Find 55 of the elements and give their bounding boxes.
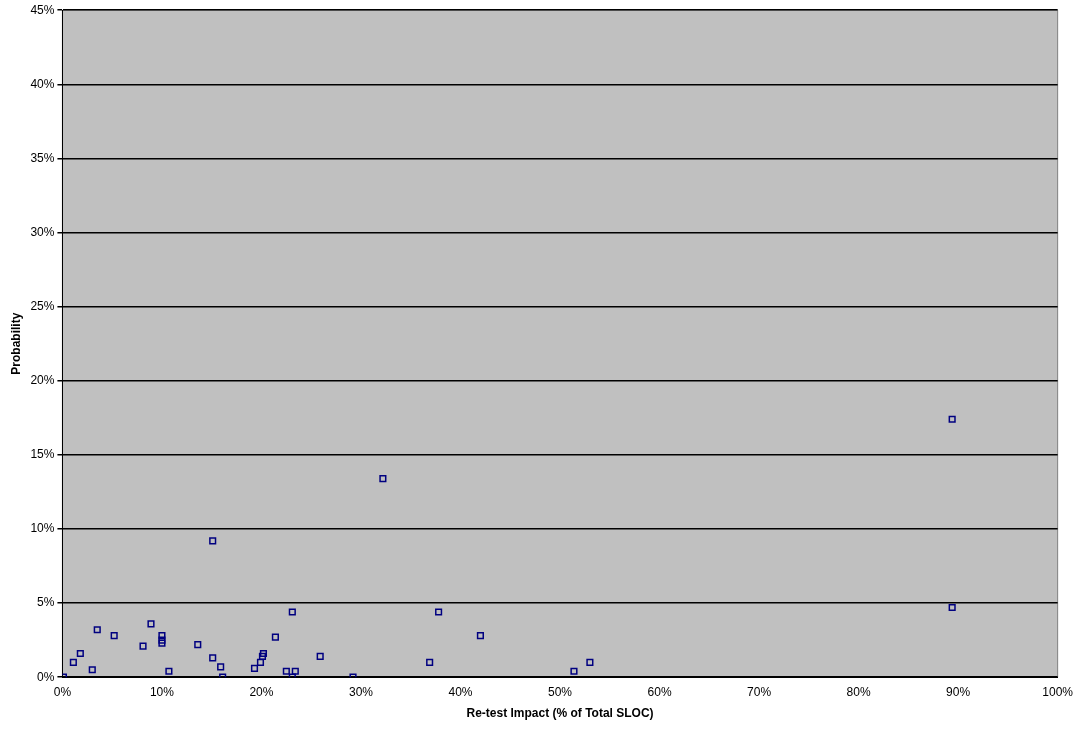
x-tick-label: 90% <box>946 684 971 699</box>
point <box>316 652 324 661</box>
y-tick-label: 45% <box>30 2 55 17</box>
point <box>570 667 578 675</box>
point <box>88 666 96 674</box>
point <box>426 658 434 666</box>
point <box>282 667 290 675</box>
y-tick-label: 10% <box>30 521 55 536</box>
point <box>259 649 268 658</box>
point <box>209 537 217 545</box>
x-tick-label: 20% <box>249 684 274 699</box>
point <box>948 415 956 423</box>
point <box>76 649 84 658</box>
point <box>586 658 594 666</box>
x-axis-title: Re-test Impact (% of Total SLOC) <box>466 706 654 721</box>
point <box>158 636 166 644</box>
point <box>209 654 217 662</box>
y-tick-label: 35% <box>30 150 55 165</box>
point <box>147 620 155 628</box>
point <box>158 632 166 640</box>
point <box>435 608 443 616</box>
point <box>379 475 387 483</box>
point <box>139 642 147 650</box>
point <box>288 608 296 616</box>
x-tick-label: 80% <box>846 684 871 699</box>
point <box>476 632 484 640</box>
point <box>271 633 279 641</box>
point <box>93 626 101 634</box>
point <box>165 667 173 675</box>
x-tick-label: 0% <box>53 684 72 699</box>
y-tick-label: 0% <box>37 669 55 684</box>
point <box>948 603 956 612</box>
point <box>217 663 225 671</box>
y-tick-label: 30% <box>30 224 55 239</box>
x-tick-label: 10% <box>149 684 175 699</box>
point <box>194 641 202 649</box>
y-tick-label: 20% <box>30 373 55 388</box>
point <box>256 658 265 666</box>
x-tick-label: 30% <box>348 684 374 699</box>
y-tick-label: 40% <box>30 76 55 91</box>
point <box>69 658 77 666</box>
point <box>291 667 299 675</box>
point <box>158 639 166 647</box>
x-tick-label: 40% <box>448 684 473 699</box>
x-tick-label: 100% <box>1042 684 1074 699</box>
point <box>258 652 267 661</box>
x-tick-label: 60% <box>647 684 672 699</box>
y-axis-title: Probability <box>8 312 23 375</box>
x-tick-label: 70% <box>747 684 772 699</box>
x-tick-label: 50% <box>548 684 573 699</box>
y-tick-label: 15% <box>30 447 55 462</box>
point <box>110 632 118 640</box>
y-tick-label: 25% <box>30 298 55 313</box>
y-tick-label: 5% <box>37 595 55 610</box>
point <box>250 664 259 672</box>
